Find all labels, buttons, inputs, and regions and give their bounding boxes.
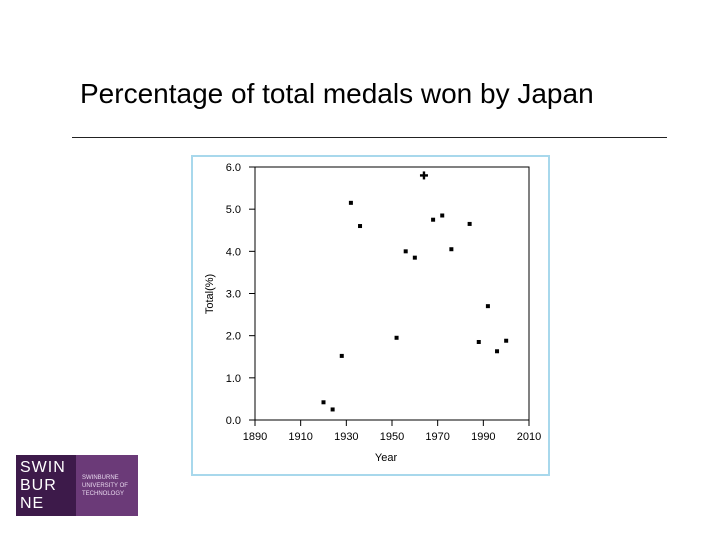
data-point	[403, 249, 408, 254]
y-tick-label: 5.0	[226, 204, 241, 216]
y-tick-label: 4.0	[226, 246, 241, 258]
logo-mark-line: SWIN	[20, 458, 66, 476]
title-divider	[72, 137, 667, 138]
y-tick-label: 2.0	[226, 331, 241, 343]
chart-frame	[191, 155, 550, 476]
logo-wordmark: SWINBURNE UNIVERSITY OF TECHNOLOGY	[76, 455, 138, 516]
plot-area	[254, 166, 530, 421]
data-point	[449, 247, 454, 252]
university-logo: SWIN BUR NE SWINBURNE UNIVERSITY OF TECH…	[16, 455, 138, 516]
logo-text-line: SWINBURNE	[82, 474, 119, 481]
logo-mark-line: BUR	[20, 476, 57, 494]
data-point	[394, 335, 399, 340]
x-tick-label: 1990	[471, 431, 495, 443]
data-points	[321, 171, 509, 412]
data-point	[476, 339, 481, 344]
data-point	[440, 213, 445, 218]
x-tick-label: 2010	[517, 431, 541, 443]
data-point	[339, 353, 344, 358]
x-axis: 1890 1910 1930 1950 1970 1990 2010	[243, 420, 541, 443]
x-tick-label: 1930	[334, 431, 358, 443]
y-tick-label: 0.0	[226, 415, 241, 427]
logo-text-line: UNIVERSITY OF	[82, 482, 128, 489]
data-point	[412, 255, 417, 260]
logo-mark-line: NE	[20, 494, 45, 512]
data-point	[358, 224, 363, 229]
data-point	[348, 200, 353, 205]
y-axis-label: Total(%)	[204, 274, 216, 314]
data-point-highlight	[419, 171, 428, 180]
x-tick-label: 1970	[425, 431, 449, 443]
data-point	[431, 217, 436, 222]
x-tick-label: 1890	[243, 431, 267, 443]
data-point	[504, 338, 509, 343]
y-tick-label: 1.0	[226, 373, 241, 385]
y-tick-label: 3.0	[226, 289, 241, 301]
logo-text-line: TECHNOLOGY	[82, 490, 125, 497]
x-axis-label: Year	[375, 452, 398, 464]
data-point	[330, 407, 335, 412]
slide-title: Percentage of total medals won by Japan	[80, 78, 594, 109]
logo-mark: SWIN BUR NE	[16, 455, 76, 516]
y-axis: 0.0 1.0 2.0 3.0 4.0 5.0 6.0	[226, 162, 255, 427]
data-point	[495, 349, 500, 354]
data-point	[321, 400, 326, 405]
data-point	[467, 221, 472, 226]
scatter-chart: 0.0 1.0 2.0 3.0 4.0 5.0 6.0 1890 1910 1930 1950 19…	[204, 162, 541, 464]
x-tick-label: 1910	[288, 431, 312, 443]
y-tick-label: 6.0	[226, 162, 241, 174]
data-point	[485, 304, 490, 309]
x-tick-label: 1950	[380, 431, 404, 443]
